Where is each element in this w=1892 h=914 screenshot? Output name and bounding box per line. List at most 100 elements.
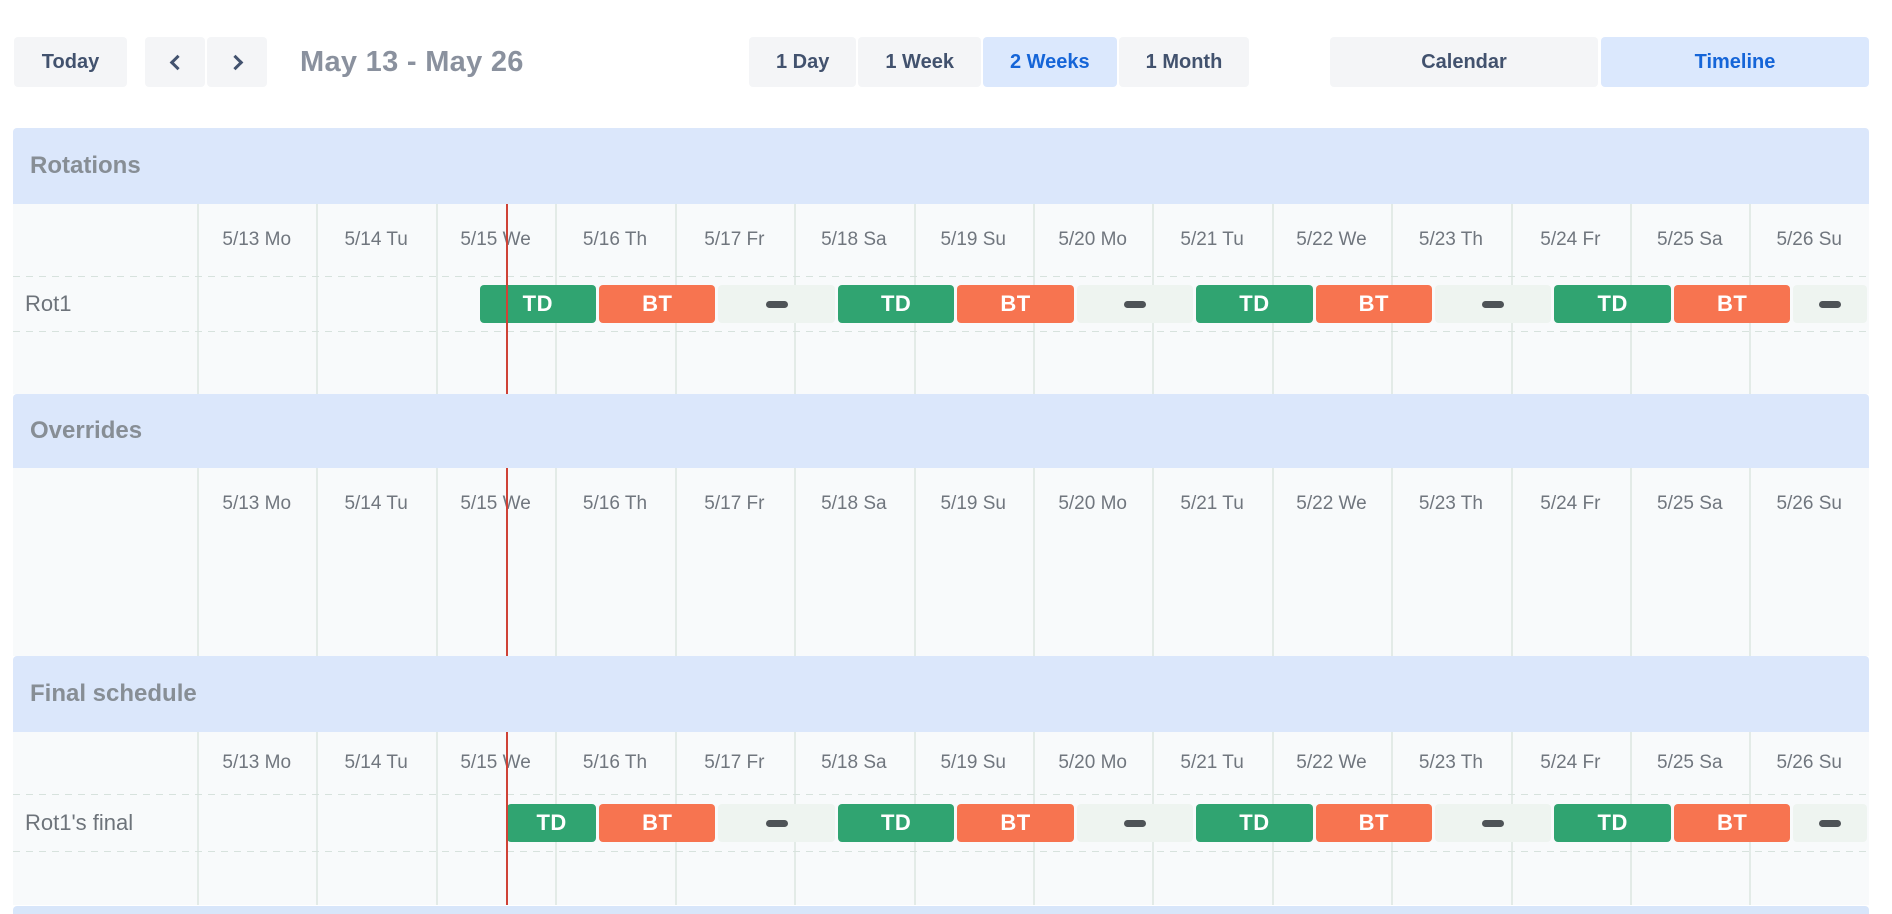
next-period-button[interactable] <box>207 37 267 87</box>
day-column <box>197 732 316 905</box>
rotation-row-label: Rot1's final <box>25 810 134 835</box>
no-participant-gap <box>1793 285 1868 323</box>
dash-icon <box>1123 300 1146 308</box>
day-header: 5/24 Fr <box>1540 493 1601 514</box>
day-header: 5/23 Th <box>1418 493 1483 514</box>
day-header: 5/26 Su <box>1776 229 1842 250</box>
day-header: 5/26 Su <box>1776 752 1842 773</box>
day-header: 5/16 Th <box>582 752 648 773</box>
date-range-title: May 13 - May 26 <box>300 45 524 78</box>
section-grid: 5/13 Mo 5/14 Tu 5/15 We 5/16 Th 5/17 Fr 5/18 … <box>13 732 1869 905</box>
view-mode-switcher: Calendar Timeline <box>1330 37 1869 87</box>
shift-bar-bt[interactable]: BT <box>1673 285 1791 323</box>
day-header: 5/16 Th <box>582 493 648 514</box>
shift-bar-bt[interactable]: BT <box>1315 804 1433 842</box>
shift-bar-td[interactable]: TD <box>837 804 955 842</box>
day-header: 5/26 Su <box>1776 493 1842 514</box>
day-column <box>674 468 794 656</box>
day-column <box>435 732 555 905</box>
shift-bar-td[interactable]: TD <box>1196 285 1313 323</box>
day-header: 5/22 We <box>1296 229 1367 250</box>
day-header: 5/21 Tu <box>1180 493 1244 514</box>
no-participant-gap <box>1435 804 1552 842</box>
day-header: 5/20 Mo <box>1058 493 1127 514</box>
day-header: 5/18 Sa <box>821 229 887 250</box>
day-header: 5/22 We <box>1296 493 1367 514</box>
no-participant-gap <box>718 804 835 842</box>
day-header: 5/25 Sa <box>1657 493 1723 514</box>
view-range-switcher: 1 Day 1 Week 2 Weeks 1 Month <box>749 37 1250 87</box>
schedule-timeline: Rotations 5/13 Mo 5/14 Tu 5/15 We 5/16 Th 5/1… <box>13 128 1869 914</box>
day-column <box>197 468 316 656</box>
day-column <box>555 468 674 656</box>
shift-bar-td[interactable]: TD <box>837 285 955 323</box>
day-header: 5/23 Th <box>1418 752 1483 773</box>
view-option-1-day[interactable]: 1 Day <box>749 37 857 87</box>
shift-bar-bt[interactable]: BT <box>599 804 716 842</box>
view-option-1-month[interactable]: 1 Month <box>1118 37 1250 87</box>
previous-period-button[interactable] <box>145 37 205 87</box>
no-participant-gap <box>1435 285 1552 323</box>
day-column <box>197 204 316 394</box>
no-participant-gap <box>1076 804 1194 842</box>
shift-bar-bt[interactable]: BT <box>1315 285 1433 323</box>
dash-icon <box>1819 300 1842 308</box>
day-column <box>1510 468 1630 656</box>
day-header: 5/19 Su <box>940 752 1006 773</box>
day-header: 5/17 Fr <box>704 229 765 250</box>
day-column <box>794 468 913 656</box>
day-header: 5/25 Sa <box>1657 229 1723 250</box>
day-header: 5/18 Sa <box>821 493 887 514</box>
day-header: 5/20 Mo <box>1058 752 1127 773</box>
day-header: 5/24 Fr <box>1540 752 1601 773</box>
day-header: 5/17 Fr <box>704 752 765 773</box>
day-header: 5/18 Sa <box>821 752 887 773</box>
mode-option-timeline[interactable]: Timeline <box>1601 37 1869 87</box>
section-header-overrides: Overrides <box>13 394 1869 468</box>
section-grid: 5/13 Mo 5/14 Tu 5/15 We 5/16 Th 5/17 Fr 5/18 … <box>13 468 1869 656</box>
section-header-rotations: Rotations <box>13 128 1869 204</box>
shift-bar-td[interactable]: TD <box>1554 804 1671 842</box>
shift-bar-bt[interactable]: BT <box>1673 804 1791 842</box>
day-header: 5/17 Fr <box>704 493 765 514</box>
shift-bar-td[interactable]: TD <box>507 804 597 842</box>
rotation-row: Rot1's final TD BT TD BT TD BT TD BT <box>13 794 1869 852</box>
day-header: 5/15 We <box>460 229 531 250</box>
day-column <box>1630 468 1749 656</box>
day-column <box>1271 468 1391 656</box>
chevron-left-icon <box>169 54 185 70</box>
shift-bar-td[interactable]: TD <box>1196 804 1313 842</box>
shift-bar-td[interactable]: TD <box>479 285 597 323</box>
shift-bar-bt[interactable]: BT <box>599 285 716 323</box>
day-column <box>435 204 555 394</box>
day-header: 5/21 Tu <box>1180 229 1244 250</box>
day-column <box>1749 468 1868 656</box>
day-header: 5/14 Tu <box>344 493 408 514</box>
view-option-2-weeks[interactable]: 2 Weeks <box>982 37 1117 87</box>
section-grid: 5/13 Mo 5/14 Tu 5/15 We 5/16 Th 5/17 Fr 5/18 … <box>13 204 1869 394</box>
shift-bar-bt[interactable]: BT <box>957 285 1074 323</box>
shift-bar-td[interactable]: TD <box>1554 285 1671 323</box>
day-header: 5/19 Su <box>940 493 1006 514</box>
next-section-header-partial <box>13 906 1869 914</box>
chevron-right-icon <box>227 54 243 70</box>
day-header: 5/13 Mo <box>222 229 292 250</box>
day-header: 5/21 Tu <box>1180 752 1244 773</box>
mode-option-calendar[interactable]: Calendar <box>1330 37 1598 87</box>
section-header-final-schedule: Final schedule <box>13 656 1869 732</box>
day-column <box>913 468 1033 656</box>
today-button[interactable]: Today <box>14 37 127 87</box>
day-header: 5/23 Th <box>1418 229 1483 250</box>
day-column <box>1152 468 1271 656</box>
dash-icon <box>765 300 788 308</box>
no-participant-gap <box>1076 285 1194 323</box>
shift-bar-bt[interactable]: BT <box>957 804 1074 842</box>
day-header: 5/13 Mo <box>222 752 292 773</box>
day-header: 5/15 We <box>460 493 531 514</box>
day-header: 5/19 Su <box>940 229 1006 250</box>
view-option-1-week[interactable]: 1 Week <box>858 37 981 87</box>
day-header: 5/25 Sa <box>1657 752 1723 773</box>
day-column <box>316 732 435 905</box>
toolbar: Today May 13 - May 26 1 Day 1 Week 2 Weeks… <box>0 37 1892 87</box>
day-header: 5/14 Tu <box>344 229 408 250</box>
